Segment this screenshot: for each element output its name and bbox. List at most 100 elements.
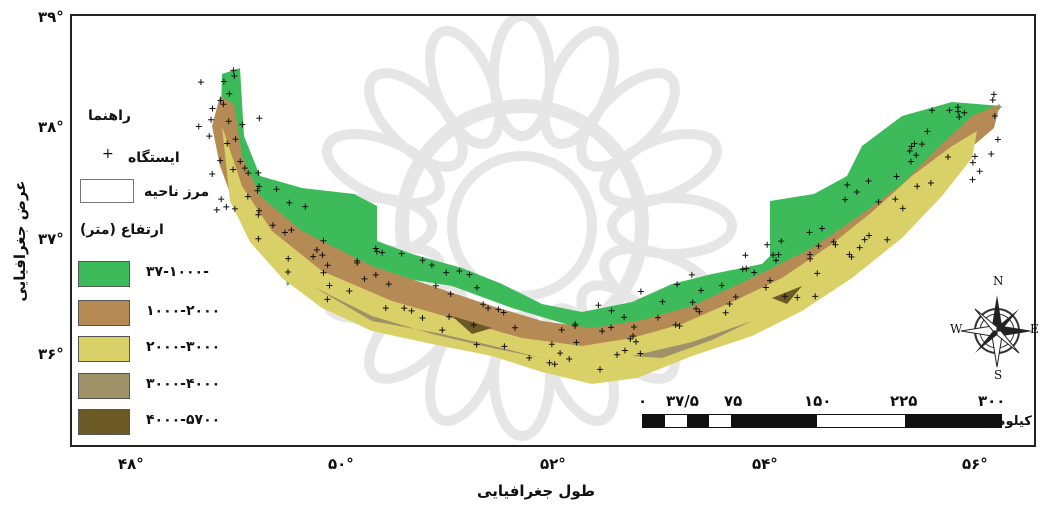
station-marker — [875, 198, 882, 205]
station-marker — [732, 293, 739, 300]
station-marker — [232, 136, 239, 143]
station-marker — [672, 321, 679, 328]
station-marker — [971, 153, 978, 160]
station-marker — [379, 249, 386, 256]
station-marker — [231, 73, 238, 80]
legend-swatch-class-5 — [78, 409, 130, 435]
station-marker — [676, 323, 683, 330]
lat-tick-36: ۳۶° — [38, 345, 64, 363]
compass-e: E — [1030, 322, 1039, 336]
peak-zone — [452, 286, 802, 334]
station-marker — [830, 238, 837, 245]
scale-segment — [731, 415, 817, 427]
station-marker — [689, 299, 696, 306]
station-marker — [566, 356, 573, 363]
station-marker — [269, 222, 276, 229]
station-marker — [621, 314, 628, 321]
station-marker — [627, 335, 634, 342]
station-marker — [558, 326, 565, 333]
station-marker — [255, 211, 262, 218]
lat-tick-37: ۳۷° — [38, 230, 64, 248]
scale-label-5: ۳۰۰ — [978, 392, 1006, 410]
station-marker — [630, 333, 637, 340]
legend-class-4-label: ۳۰۰۰-۴۰۰۰ — [146, 376, 221, 392]
boundary-swatch — [80, 179, 134, 203]
lon-tick-52: ۵۲° — [540, 455, 566, 473]
station-marker — [762, 284, 769, 291]
station-marker — [908, 143, 915, 150]
station-marker — [447, 291, 454, 298]
scale-segment — [687, 415, 709, 427]
station-marker — [742, 252, 749, 259]
station-marker — [217, 157, 224, 164]
station-marker — [419, 257, 426, 264]
station-marker — [814, 270, 821, 277]
station-marker — [223, 203, 230, 210]
scale-label-1: ۳۷/۵ — [666, 392, 699, 410]
station-marker — [313, 246, 320, 253]
station-marker — [208, 116, 215, 123]
compass-s: S — [994, 368, 1003, 382]
station-marker — [288, 227, 295, 234]
station-marker — [637, 288, 644, 295]
station-marker — [815, 242, 822, 249]
legend-swatch-class-3 — [78, 336, 130, 362]
station-marker — [929, 107, 936, 114]
watermark-petal — [599, 129, 723, 209]
lon-tick-56: ۵۶° — [962, 455, 988, 473]
station-marker — [346, 288, 353, 295]
compass-w: W — [950, 322, 963, 336]
station-marker — [989, 97, 996, 104]
station-marker — [256, 207, 263, 214]
station-marker — [969, 159, 976, 166]
station-marker — [320, 269, 327, 276]
station-marker — [244, 193, 251, 200]
station-marker — [285, 255, 292, 262]
station-marker — [256, 115, 263, 122]
station-marker — [739, 266, 746, 273]
station-marker — [718, 282, 725, 289]
station-marker — [551, 361, 558, 368]
station-marker — [466, 271, 473, 278]
station-marker — [637, 350, 644, 357]
lat-tick-39: ۳۹° — [38, 8, 64, 26]
station-marker — [927, 179, 934, 186]
scale-label-4: ۲۲۵ — [890, 392, 918, 410]
station-marker — [688, 271, 695, 278]
station-marker — [286, 199, 293, 206]
station-marker — [500, 309, 507, 316]
station-marker — [245, 170, 252, 177]
station-marker — [899, 205, 906, 212]
station-marker — [255, 235, 262, 242]
station-marker — [439, 327, 446, 334]
station-marker — [443, 269, 450, 276]
station-marker — [924, 128, 931, 135]
station-marker — [197, 79, 204, 86]
station-marker — [812, 293, 819, 300]
station-marker — [373, 248, 380, 255]
station-marker — [573, 339, 580, 346]
watermark-petal — [607, 193, 737, 259]
legend-swatch-class-4 — [78, 373, 130, 399]
station-marker — [595, 302, 602, 309]
station-marker — [326, 282, 333, 289]
map-frame: راهنما + ایستگاه مرز ناحیه ارتفاع (متر) … — [70, 14, 1039, 447]
watermark-petal — [321, 129, 445, 209]
station-marker — [819, 225, 826, 232]
station-marker — [285, 268, 292, 275]
mid-elevation-zone — [212, 96, 1000, 371]
scale-label-0: ۰ — [638, 392, 648, 410]
station-marker — [382, 305, 389, 312]
station-marker — [480, 301, 487, 308]
station-marker — [557, 350, 564, 357]
station-marker — [241, 165, 248, 172]
watermark-petal — [425, 25, 505, 149]
station-marker — [726, 300, 733, 307]
station-marker — [969, 176, 976, 183]
station-marker — [398, 250, 405, 257]
station-marker — [473, 341, 480, 348]
station-marker — [224, 140, 231, 147]
station-marker — [954, 104, 961, 111]
station-marker — [408, 307, 415, 314]
station-marker — [195, 123, 202, 130]
